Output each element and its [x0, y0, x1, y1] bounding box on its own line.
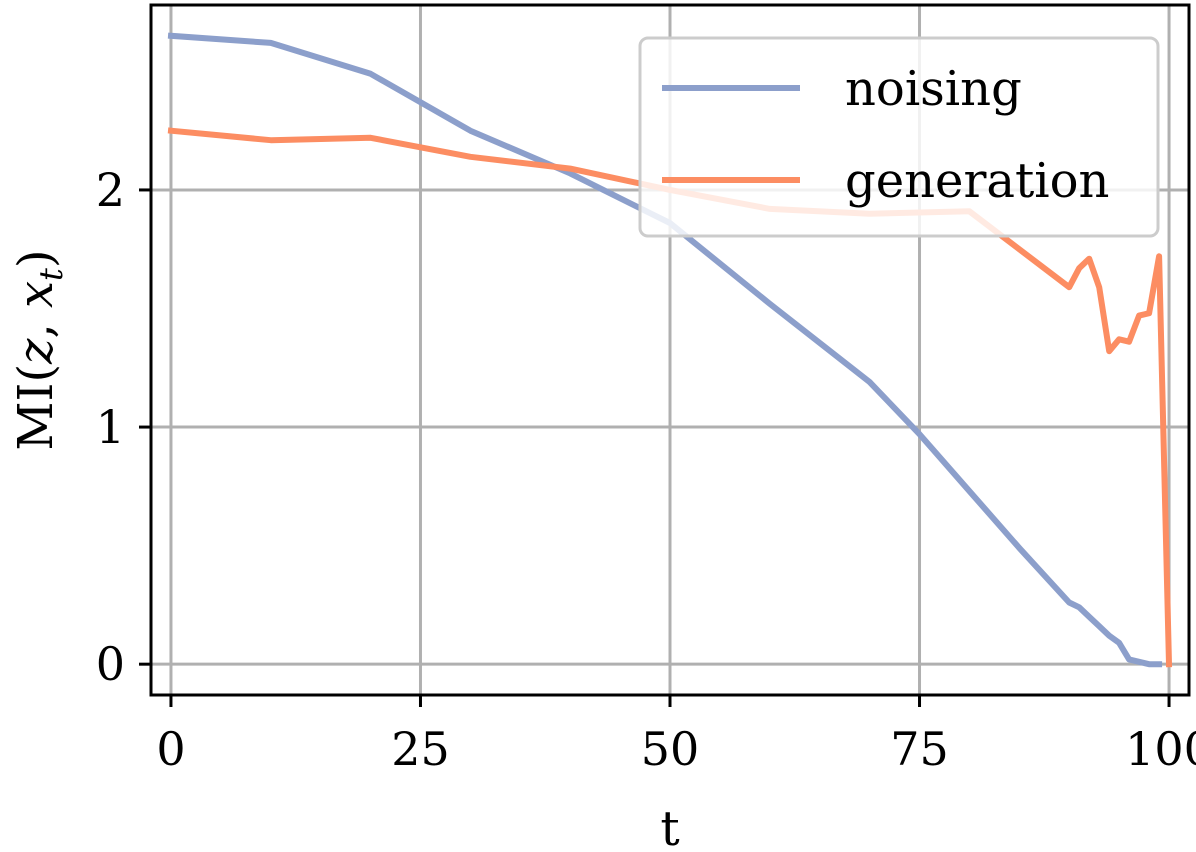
y-tick-label: 0 — [96, 637, 125, 691]
legend: noising generation — [638, 36, 1160, 238]
y-tick-label: 2 — [96, 163, 125, 217]
series-line-generation — [167, 127, 1173, 668]
series-lines — [167, 32, 1173, 668]
legend-label-noising: noising — [845, 61, 1022, 117]
legend-label-generation: generation — [845, 153, 1109, 209]
x-tick-label: 75 — [890, 722, 949, 776]
y-tick-label: 1 — [96, 400, 125, 454]
x-tick-label: 100 — [1125, 722, 1196, 776]
x-axis-label: t — [660, 801, 679, 852]
x-tick-label: 25 — [391, 722, 450, 776]
series-line-noising — [167, 32, 1163, 668]
x-tick-label: 0 — [156, 722, 185, 776]
y-axis-label: MI(z, xt) — [8, 249, 70, 450]
x-tick-label: 50 — [641, 722, 700, 776]
axis-ticks: 0 25 50 75 100 0 1 2 — [96, 163, 1196, 776]
